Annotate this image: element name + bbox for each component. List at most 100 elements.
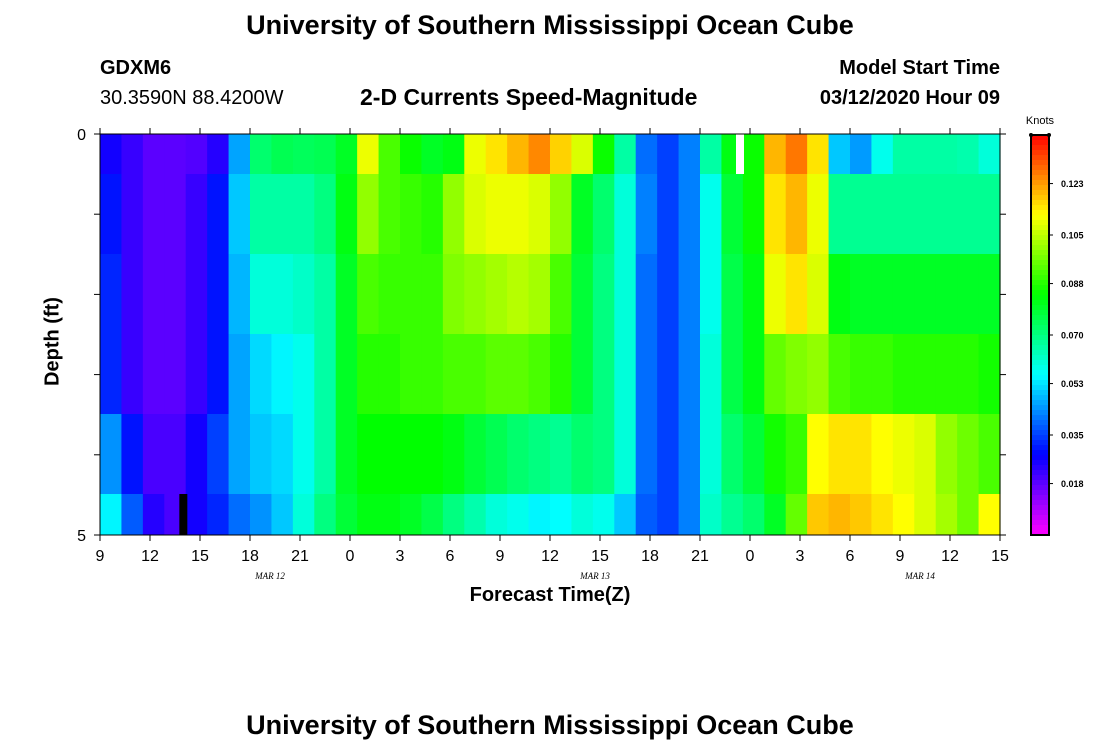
heatmap-cell (335, 134, 358, 174)
heatmap-cell (700, 174, 723, 254)
heatmap-cell (914, 134, 937, 174)
heatmap-cell (357, 494, 380, 535)
colorbar-unit: Knots (1026, 115, 1055, 127)
heatmap-cell (250, 134, 273, 174)
x-tick-label: 12 (141, 548, 159, 565)
heatmap-cell (678, 174, 701, 254)
heatmap-cell (657, 414, 680, 494)
heatmap-cell (378, 334, 401, 414)
colorbar-segment (1031, 520, 1049, 526)
colorbar-segment (1031, 505, 1049, 511)
x-tick-label: 15 (191, 548, 209, 565)
heatmap-cell (507, 494, 530, 535)
heatmap-cell (271, 254, 294, 334)
heatmap-cell (678, 334, 701, 414)
heatmap-cell (528, 254, 551, 334)
colorbar-segment (1031, 305, 1049, 311)
heatmap-cell (100, 414, 123, 494)
heatmap-cell (700, 134, 723, 174)
heatmap-cell (742, 134, 765, 174)
heatmap-cell (357, 134, 380, 174)
colorbar-segment (1031, 420, 1049, 426)
heatmap-cell (271, 174, 294, 254)
heatmap-cell (721, 254, 744, 334)
colorbar-segment (1031, 455, 1049, 461)
heatmap-cell (957, 254, 980, 334)
heatmap-cell (228, 254, 251, 334)
heatmap-cell (100, 334, 123, 414)
heatmap-cell (142, 254, 165, 334)
heatmap-cell (957, 334, 980, 414)
heatmap-cell (507, 334, 530, 414)
x-tick-label: 12 (541, 548, 559, 565)
heatmap-cell (700, 494, 723, 535)
heatmap-cell (421, 494, 444, 535)
x-tick-label: 0 (746, 548, 755, 565)
colorbar-segment (1031, 360, 1049, 366)
heatmap-cell (807, 494, 830, 535)
heatmap-cell (464, 334, 487, 414)
colorbar-segment (1031, 135, 1049, 141)
heatmap-cell (550, 134, 573, 174)
heatmap-cell (614, 414, 637, 494)
heatmap-cell (764, 134, 787, 174)
x-tick-label: 9 (896, 548, 905, 565)
x-tick-label: 21 (691, 548, 709, 565)
colorbar-segment (1031, 165, 1049, 171)
heatmap-cell (185, 174, 208, 254)
heatmap-cell (871, 134, 894, 174)
heatmap-cell (592, 334, 615, 414)
heatmap-cell (571, 254, 594, 334)
heatmap-cell (207, 254, 230, 334)
heatmap-cell (464, 254, 487, 334)
colorbar-segment (1031, 390, 1049, 396)
colorbar-segment (1031, 355, 1049, 361)
colorbar-tick-label: 0.088 (1061, 279, 1084, 289)
x-tick-label: 9 (496, 548, 505, 565)
heatmap-cell (721, 414, 744, 494)
colorbar-segment (1031, 290, 1049, 296)
heatmap-cell (978, 334, 1001, 414)
date-label: MAR 13 (579, 571, 610, 581)
heatmap-cell (828, 414, 851, 494)
heatmap-cell (657, 134, 680, 174)
heatmap-cell (957, 134, 980, 174)
heatmap-cell (614, 134, 637, 174)
heatmap-cell (914, 494, 937, 535)
colorbar-segment (1031, 400, 1049, 406)
heatmap-cell (700, 334, 723, 414)
heatmap-cell (592, 494, 615, 535)
x-tick-label: 3 (396, 548, 405, 565)
heatmap-cell (228, 134, 251, 174)
heatmap-cell (914, 334, 937, 414)
colorbar-segment (1031, 385, 1049, 391)
heatmap-cell (314, 174, 337, 254)
heatmap-cell (421, 334, 444, 414)
heatmap-cell (935, 334, 958, 414)
heatmap-cell (121, 254, 144, 334)
heatmap-cell (635, 174, 658, 254)
heatmap-cell (464, 134, 487, 174)
heatmap-cell (378, 414, 401, 494)
heatmap-cell (957, 414, 980, 494)
heatmap-cell (400, 254, 423, 334)
y-tick-label: 5 (77, 528, 86, 545)
colorbar-segment (1031, 260, 1049, 266)
heatmap-cell (271, 134, 294, 174)
heatmap-cell (442, 134, 465, 174)
colorbar-segment (1031, 295, 1049, 301)
colorbar-segment (1031, 280, 1049, 286)
colorbar-segment (1031, 515, 1049, 521)
heatmap-cell (550, 334, 573, 414)
heatmap-cell (271, 494, 294, 535)
heatmap-cell (850, 254, 873, 334)
heatmap-cell (764, 494, 787, 535)
heatmap-cell (292, 414, 315, 494)
heatmap-cell (528, 134, 551, 174)
heatmap-cell (828, 174, 851, 254)
heatmap-cell (700, 414, 723, 494)
colorbar-segment (1031, 475, 1049, 481)
colorbar-segment (1031, 470, 1049, 476)
heatmap-cell (400, 134, 423, 174)
x-tick-label: 6 (846, 548, 855, 565)
